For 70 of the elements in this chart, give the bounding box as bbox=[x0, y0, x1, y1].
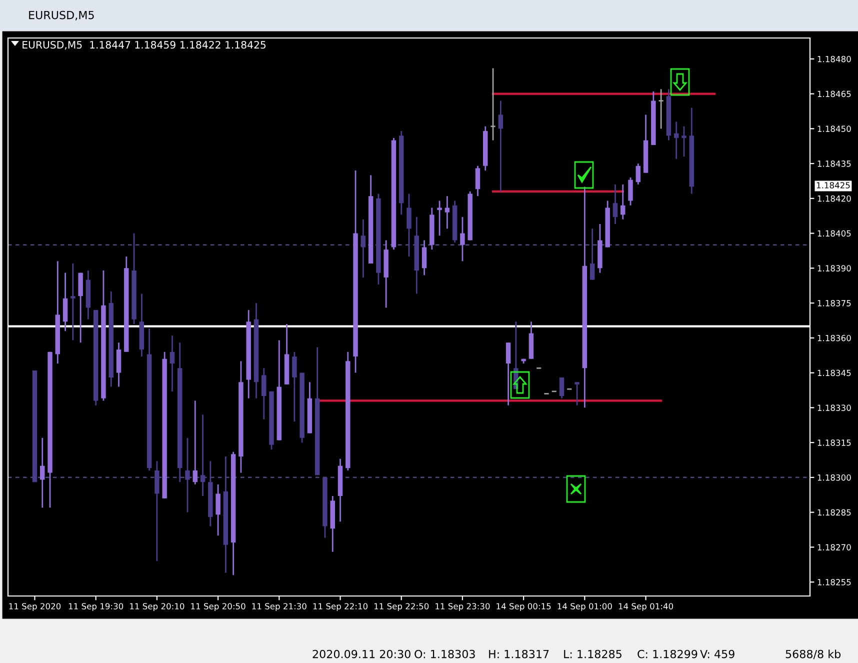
text: EURUSD,M5 bbox=[29, 10, 94, 20]
y-tick-label: 1.18390 bbox=[818, 265, 851, 272]
x-tick-label: 11 Sep 19:30 bbox=[68, 603, 124, 612]
x-tick-label: 11 Sep 22:10 bbox=[313, 603, 368, 612]
y-tick-label: 1.18420 bbox=[818, 195, 851, 202]
y-tick-label: 1.18300 bbox=[818, 474, 851, 481]
y-tick-label: 1.18330 bbox=[818, 404, 851, 411]
x-tick-label: 11 Sep 2020 bbox=[9, 603, 61, 612]
x-tick-label: 11 Sep 23:30 bbox=[436, 603, 490, 612]
y-tick-label: 1.18465 bbox=[818, 90, 851, 98]
candlestick bbox=[262, 367, 266, 420]
text: V: 459 bbox=[700, 650, 734, 658]
candlestick bbox=[116, 342, 122, 388]
x-tick-label: 11 Sep 22:50 bbox=[374, 603, 429, 612]
candlestick bbox=[422, 240, 427, 276]
text: L: 1.18285 bbox=[564, 650, 622, 658]
candlestick bbox=[658, 88, 664, 130]
y-tick-label: 1.18405 bbox=[818, 230, 851, 237]
candlestick bbox=[460, 216, 465, 262]
x-tick-label: 14 Sep 00:15 bbox=[496, 603, 551, 612]
candlestick bbox=[574, 381, 580, 406]
candlestick bbox=[62, 272, 68, 332]
candlestick bbox=[559, 376, 564, 400]
candlestick bbox=[70, 262, 76, 341]
candlestick bbox=[40, 437, 45, 508]
y-tick-label: 1.18480 bbox=[818, 56, 851, 62]
candlestick bbox=[612, 184, 618, 225]
y-tick-label: 1.18450 bbox=[818, 126, 851, 132]
y-tick-label: 1.18255 bbox=[818, 579, 851, 586]
y-tick-label: 1.18270 bbox=[818, 544, 851, 550]
text: 1.18425 bbox=[816, 182, 850, 188]
candlestick bbox=[406, 193, 412, 258]
candlestick bbox=[444, 195, 450, 230]
y-tick-label: 1.18345 bbox=[818, 370, 851, 376]
candlestick bbox=[628, 176, 633, 206]
candlestick bbox=[636, 162, 641, 186]
text: O: 1.18303 bbox=[414, 650, 475, 658]
x-tick-label: 11 Sep 21:30 bbox=[252, 603, 306, 612]
candlestick bbox=[437, 200, 442, 236]
candlestick bbox=[216, 484, 220, 536]
text: C: 1.18299 bbox=[638, 650, 698, 658]
y-tick-label: 1.18375 bbox=[818, 300, 851, 306]
y-tick-label: 1.18360 bbox=[818, 334, 851, 342]
text: 5688/8 kb bbox=[786, 650, 840, 660]
x-tick-label: 11 Sep 20:50 bbox=[191, 603, 246, 612]
candlestick bbox=[185, 437, 190, 513]
chart-title: EURUSD,M5 1.18447 1.18459 1.18422 1.18425 bbox=[22, 40, 266, 50]
candlestick bbox=[200, 414, 206, 497]
y-tick-label: 1.18315 bbox=[818, 440, 851, 446]
candlestick bbox=[674, 121, 679, 160]
candlestick bbox=[490, 68, 496, 141]
candlestick bbox=[78, 272, 83, 344]
candlestick bbox=[292, 351, 297, 422]
x-tick-label: 11 Sep 20:10 bbox=[130, 603, 184, 612]
text: H: 1.18317 bbox=[489, 650, 549, 658]
candlestick bbox=[360, 218, 366, 278]
candlestick bbox=[154, 460, 160, 562]
candlestick bbox=[506, 342, 511, 406]
y-tick-label: 1.18435 bbox=[818, 160, 851, 167]
y-tick-label: 1.18285 bbox=[818, 509, 851, 516]
candlestick bbox=[620, 184, 626, 220]
x-tick-label: 14 Sep 01:40 bbox=[618, 603, 674, 612]
candlestick bbox=[682, 126, 686, 158]
candlestick bbox=[590, 228, 595, 280]
candlestick bbox=[170, 334, 175, 392]
candlestick bbox=[475, 165, 480, 197]
candlestick bbox=[192, 400, 198, 486]
x-tick-label: 14 Sep 01:00 bbox=[558, 603, 612, 612]
candlestick bbox=[498, 100, 504, 192]
text: 2020.09.11 20:30 bbox=[312, 650, 410, 658]
